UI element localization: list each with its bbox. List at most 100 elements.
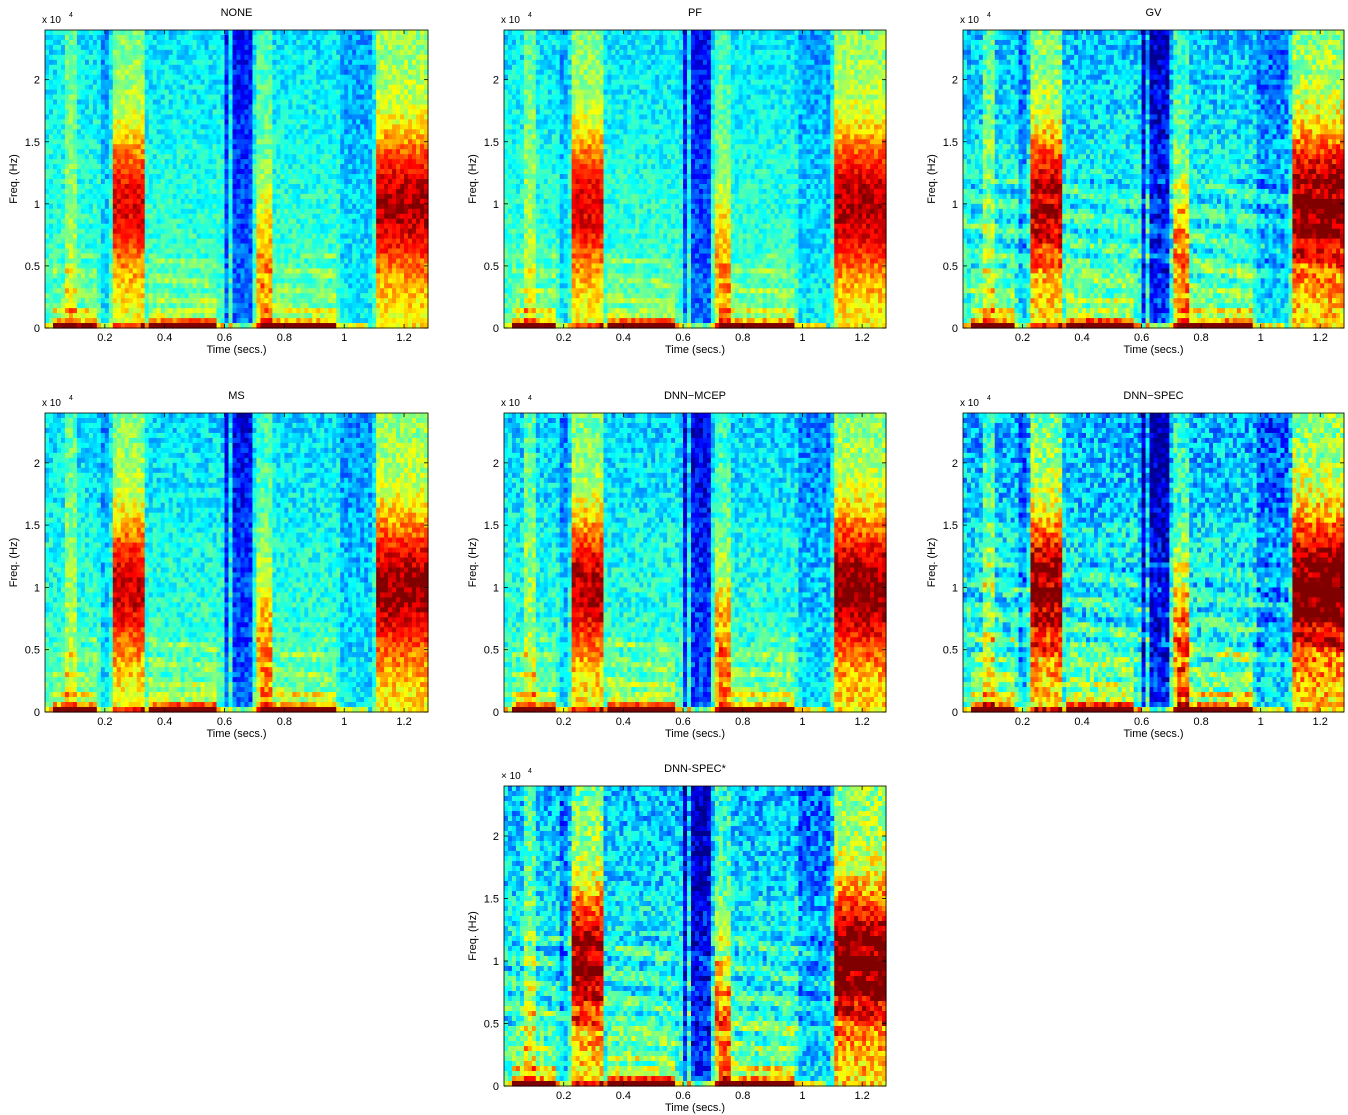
heatmap-cell (264, 228, 270, 235)
heatmap-cell (220, 323, 226, 329)
heatmap-cell (252, 298, 258, 304)
heatmap-cell (124, 49, 130, 56)
heatmap-cell (324, 213, 329, 220)
heatmap-cell (56, 298, 62, 304)
heatmap-cell (352, 174, 357, 180)
heatmap-cell (304, 44, 309, 51)
heatmap-cell (248, 288, 254, 294)
heatmap-cell (264, 223, 270, 230)
heatmap-cell (284, 288, 289, 294)
heatmap-cell (72, 144, 78, 150)
heatmap-cell (152, 39, 158, 46)
heatmap-cell (336, 104, 341, 111)
heatmap-cell (112, 174, 118, 180)
heatmap-cell (64, 228, 70, 235)
heatmap-cell (152, 183, 158, 190)
heatmap-cell (364, 293, 369, 299)
heatmap-cell (216, 109, 222, 116)
heatmap-cell (116, 263, 122, 269)
heatmap-cell (124, 188, 130, 195)
heatmap-cell (256, 323, 262, 329)
heatmap-cell (132, 183, 138, 190)
heatmap-cell (312, 104, 317, 111)
heatmap-cell (240, 169, 246, 175)
heatmap-cell (344, 318, 349, 324)
heatmap-cell (52, 193, 58, 200)
heatmap-cell (308, 253, 313, 260)
heatmap-cell (184, 99, 190, 106)
heatmap-cell (216, 268, 222, 274)
heatmap-cell (252, 188, 258, 195)
heatmap-cell (124, 238, 130, 245)
heatmap-cell (252, 283, 258, 289)
heatmap-cell (72, 263, 78, 269)
heatmap-cell (316, 203, 321, 210)
heatmap-cell (220, 154, 226, 160)
heatmap-cell (244, 238, 250, 245)
heatmap-cell (220, 49, 226, 56)
heatmap-cell (64, 223, 70, 230)
heatmap-cell (252, 124, 258, 130)
heatmap-cell (100, 159, 106, 165)
heatmap-cell (284, 268, 289, 274)
heatmap-cell (148, 208, 154, 215)
heatmap-cell (236, 44, 242, 51)
heatmap-cell (48, 94, 54, 101)
heatmap-cell (284, 134, 289, 140)
heatmap-cell (216, 134, 222, 140)
heatmap-cell (328, 278, 333, 284)
heatmap-cell (372, 303, 377, 309)
heatmap-cell (348, 198, 353, 205)
heatmap-cell (160, 323, 166, 329)
heatmap-cell (244, 169, 250, 175)
heatmap-cell (108, 39, 114, 46)
heatmap-cell (256, 109, 262, 116)
heatmap-cell (308, 139, 313, 145)
heatmap-cell (224, 183, 230, 190)
heatmap-cell (180, 253, 186, 260)
heatmap-cell (176, 64, 182, 71)
heatmap-cell (268, 179, 274, 185)
heatmap-cell (372, 74, 377, 81)
heatmap-cell (260, 293, 266, 299)
heatmap-cell (124, 64, 130, 71)
heatmap-cell (344, 303, 349, 309)
heatmap-cell (288, 99, 293, 106)
heatmap-cell (360, 49, 365, 56)
heatmap-cell (268, 183, 274, 190)
heatmap-cell (160, 188, 166, 195)
heatmap-cell (268, 298, 274, 304)
heatmap-cell (316, 174, 321, 180)
heatmap-cell (56, 263, 62, 269)
heatmap-cell (360, 288, 365, 294)
heatmap-cell (192, 188, 198, 195)
heatmap-cell (112, 109, 118, 116)
heatmap-cell (96, 223, 102, 230)
heatmap-cell (300, 69, 305, 76)
heatmap-cell (328, 263, 333, 269)
heatmap-cell (272, 183, 277, 190)
heatmap-cell (224, 248, 230, 255)
heatmap-cell (168, 238, 174, 245)
heatmap-cell (208, 243, 214, 250)
heatmap-cell (100, 39, 106, 46)
heatmap-cell (196, 84, 202, 91)
heatmap-cell (164, 218, 170, 225)
heatmap-cell (260, 203, 266, 210)
heatmap-cell (216, 69, 222, 76)
heatmap-cell (92, 104, 98, 111)
heatmap-cell (80, 124, 86, 130)
heatmap-cell (84, 114, 90, 120)
heatmap-cell (220, 114, 226, 120)
heatmap-cell (60, 278, 66, 284)
heatmap-cell (132, 59, 138, 66)
heatmap-cell (236, 104, 242, 111)
heatmap-cell (308, 89, 313, 96)
heatmap-cell (356, 183, 361, 190)
heatmap-cell (184, 188, 190, 195)
heatmap-cell (352, 288, 357, 294)
heatmap-cell (172, 44, 178, 51)
heatmap-cell (144, 39, 150, 46)
heatmap-cell (136, 188, 142, 195)
heatmap-cell (256, 243, 262, 250)
